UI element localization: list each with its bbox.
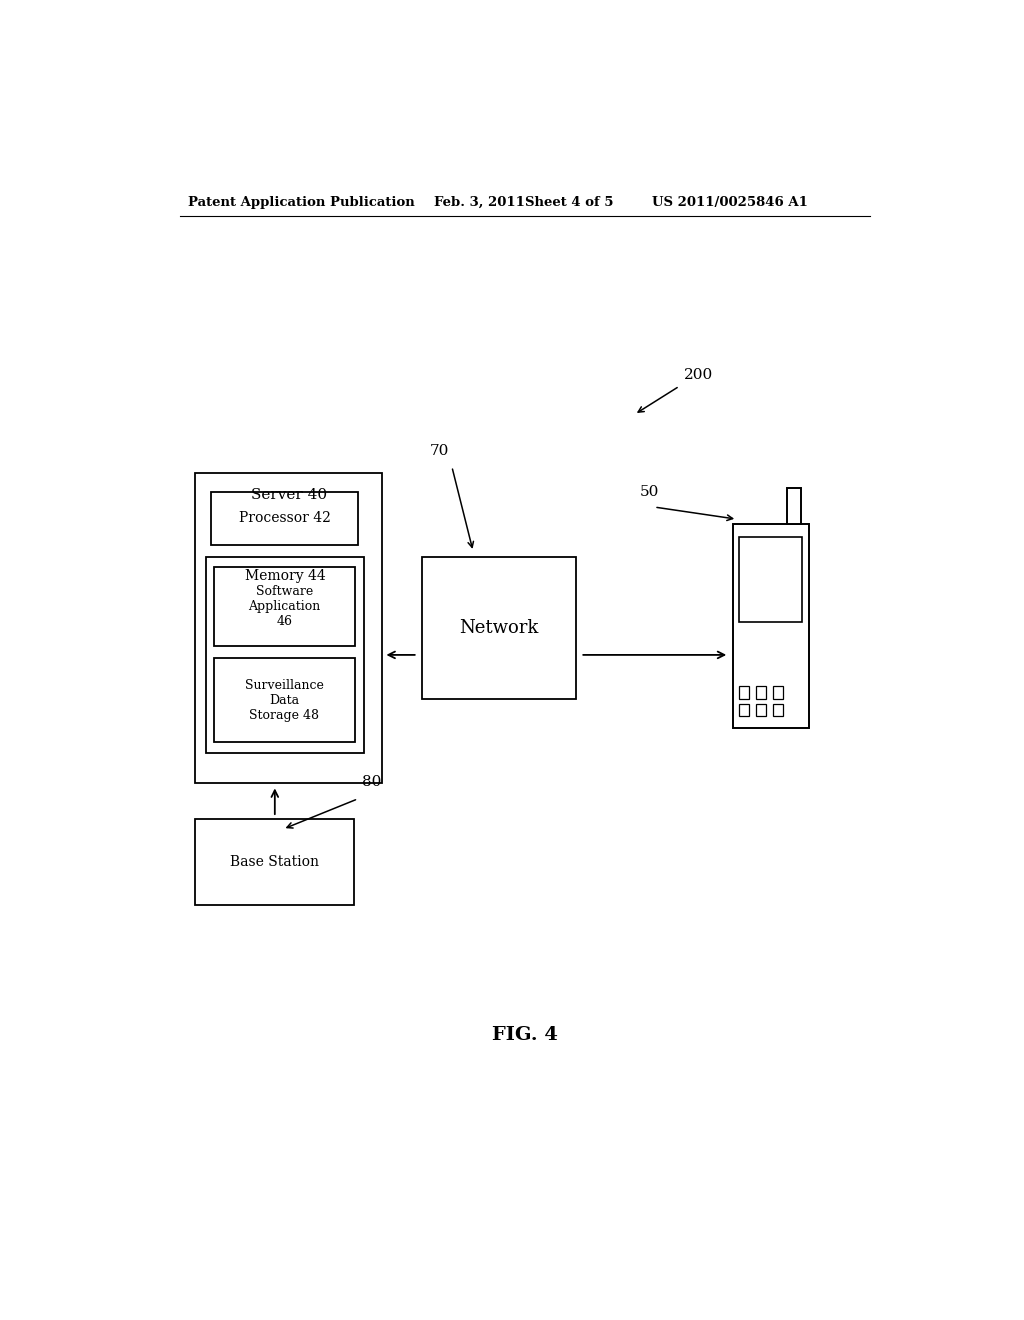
Text: Server 40: Server 40 <box>251 487 327 502</box>
Text: Feb. 3, 2011: Feb. 3, 2011 <box>433 195 524 209</box>
Bar <box>206 557 365 752</box>
Bar <box>738 686 750 698</box>
Bar <box>214 568 355 647</box>
Text: Memory 44: Memory 44 <box>245 569 326 583</box>
Text: Surveillance
Data
Storage 48: Surveillance Data Storage 48 <box>245 678 324 722</box>
Bar <box>773 686 783 698</box>
Text: Sheet 4 of 5: Sheet 4 of 5 <box>524 195 613 209</box>
Bar <box>733 524 809 727</box>
Text: 70: 70 <box>430 445 449 458</box>
Text: Base Station: Base Station <box>230 855 319 870</box>
Text: US 2011/0025846 A1: US 2011/0025846 A1 <box>652 195 808 209</box>
Bar <box>739 536 803 622</box>
Bar <box>422 557 577 700</box>
Bar <box>214 659 355 742</box>
Bar <box>211 492 358 545</box>
Bar <box>756 686 766 698</box>
Text: 200: 200 <box>684 368 713 381</box>
Text: Patent Application Publication: Patent Application Publication <box>187 195 415 209</box>
Bar <box>773 704 783 717</box>
Bar <box>196 474 382 784</box>
Text: Network: Network <box>460 619 539 638</box>
Bar <box>756 704 766 717</box>
Text: Processor 42: Processor 42 <box>239 511 331 525</box>
Bar <box>196 818 354 906</box>
Text: Software
Application
46: Software Application 46 <box>248 585 321 628</box>
Bar <box>738 704 750 717</box>
Bar <box>787 487 801 524</box>
Text: 50: 50 <box>640 484 659 499</box>
Text: 80: 80 <box>362 775 382 788</box>
Text: FIG. 4: FIG. 4 <box>492 1026 558 1044</box>
